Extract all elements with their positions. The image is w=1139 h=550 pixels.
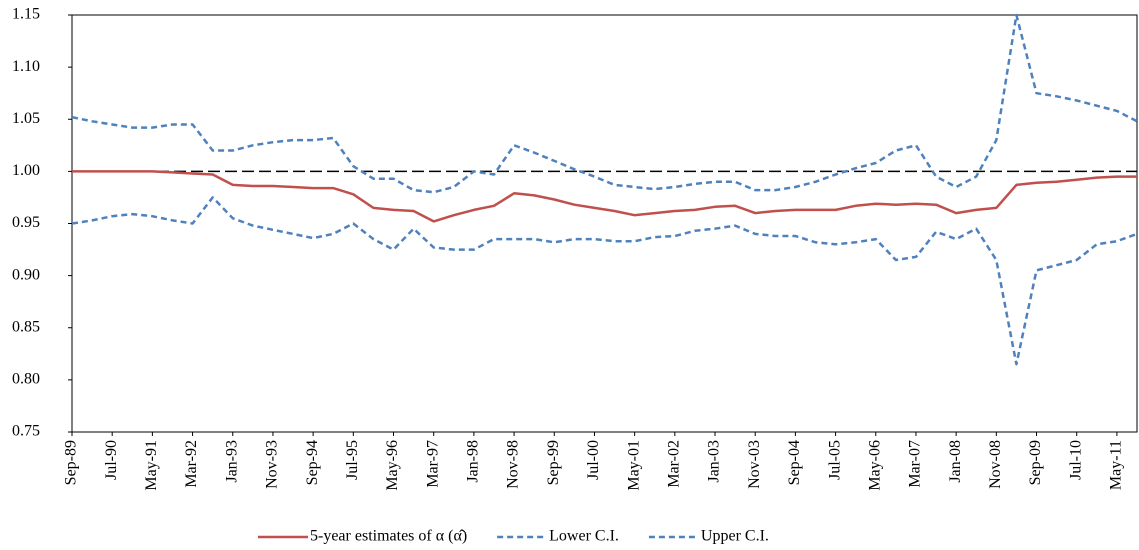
x-tick-label: Sep-09 xyxy=(1027,440,1044,485)
x-tick-label: May-96 xyxy=(384,440,401,491)
x-tick-label: Jan-08 xyxy=(947,440,964,483)
y-tick-label: 0.80 xyxy=(12,371,40,388)
x-tick-label: May-06 xyxy=(866,440,883,491)
x-tick-label: May-01 xyxy=(625,440,642,491)
x-tick-label: Mar-02 xyxy=(666,440,683,488)
y-tick-label: 0.75 xyxy=(12,423,40,440)
x-tick-label: Nov-93 xyxy=(264,440,281,489)
series-line xyxy=(71,13,1138,194)
x-tick-label: Sep-99 xyxy=(545,440,562,485)
x-tick-label: Mar-07 xyxy=(907,440,924,488)
x-tick-label: Mar-97 xyxy=(424,440,441,488)
x-tick-label: Jan-93 xyxy=(223,440,240,483)
y-tick-label: 0.85 xyxy=(12,318,40,335)
x-tick-label: Sep-94 xyxy=(304,440,321,485)
series-line xyxy=(71,196,1138,366)
x-tick-label: Nov-98 xyxy=(505,440,522,489)
y-tick-label: 1.15 xyxy=(12,6,40,23)
x-tick-label: Jul-90 xyxy=(103,440,120,480)
x-tick-label: Jul-00 xyxy=(585,440,602,480)
y-tick-label: 0.90 xyxy=(12,266,40,283)
legend-label: Lower C.I. xyxy=(549,528,619,545)
x-tick-label: Mar-92 xyxy=(183,440,200,488)
legend-label: 5-year estimates of α (α̂) xyxy=(310,528,467,545)
y-tick-label: 1.10 xyxy=(12,58,40,75)
x-tick-label: Jul-10 xyxy=(1067,440,1084,480)
plot-frame xyxy=(71,14,1138,433)
y-tick-label: 1.05 xyxy=(12,110,40,127)
x-tick-label: Sep-89 xyxy=(63,440,80,485)
series-line xyxy=(72,170,1137,223)
x-tick-label: Jan-98 xyxy=(465,440,482,483)
x-tick-label: Sep-04 xyxy=(786,440,803,485)
x-tick-label: Jan-03 xyxy=(706,440,723,483)
x-tick-label: Jul-95 xyxy=(344,440,361,480)
y-tick-label: 0.95 xyxy=(12,214,40,231)
y-tick-label: 1.00 xyxy=(12,162,40,179)
legend-label: Upper C.I. xyxy=(701,528,769,545)
x-tick-label: Nov-03 xyxy=(746,440,763,489)
x-tick-label: Nov-08 xyxy=(987,440,1004,489)
x-tick-label: May-11 xyxy=(1108,440,1125,490)
x-tick-label: Jul-05 xyxy=(826,440,843,480)
x-tick-label: May-91 xyxy=(143,440,160,491)
